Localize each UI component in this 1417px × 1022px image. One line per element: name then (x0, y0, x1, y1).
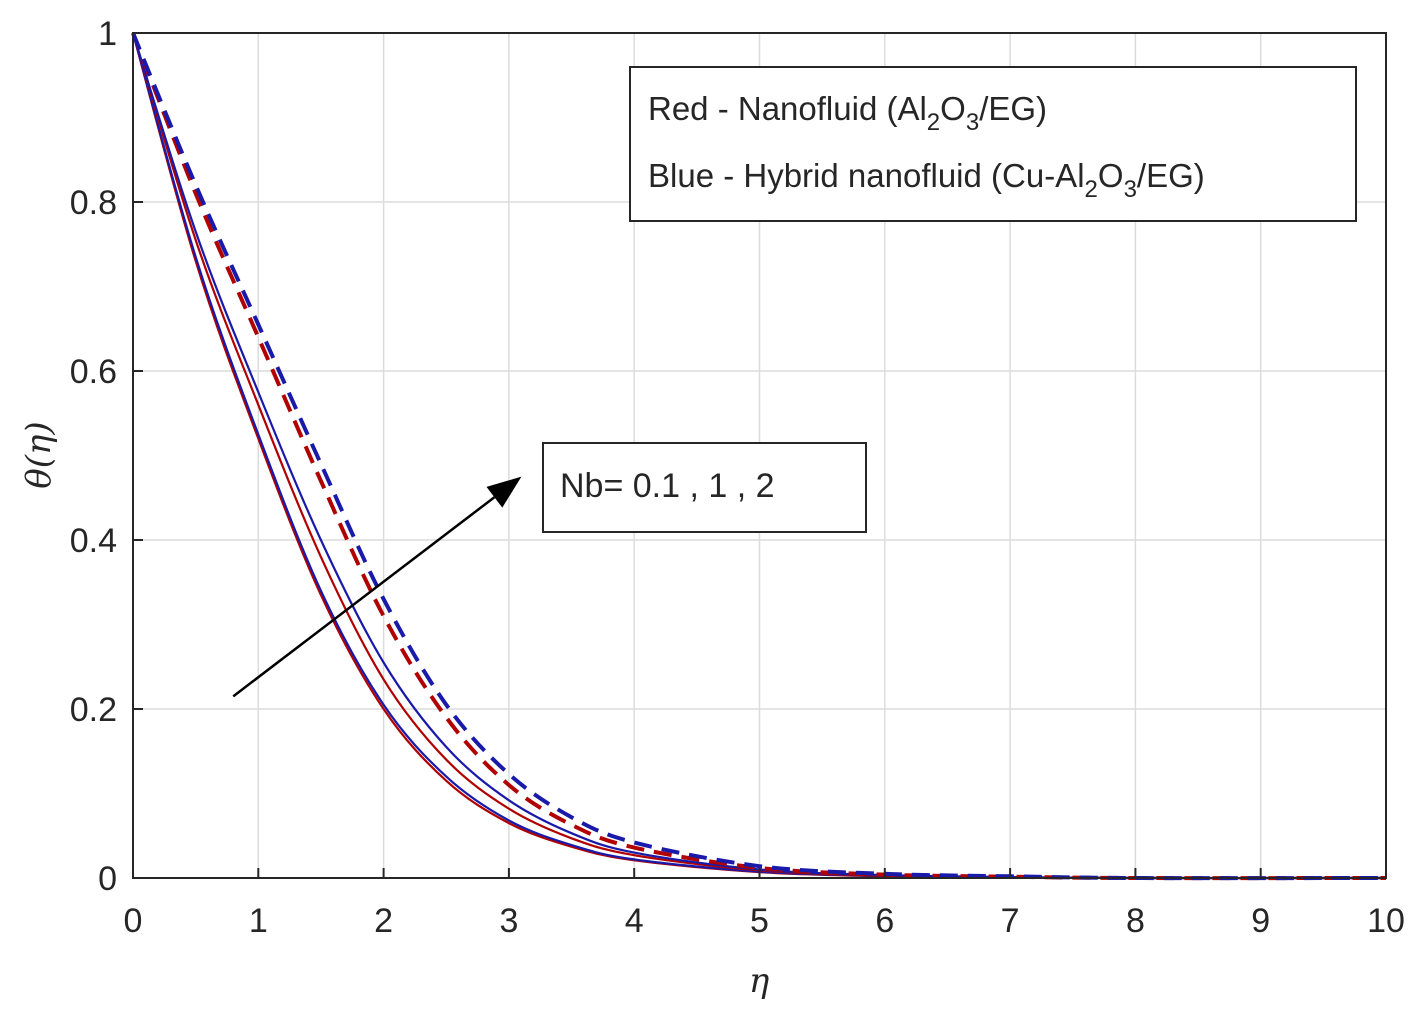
legend-red-sub1: 2 (927, 109, 940, 136)
legend-blue-sub1: 2 (1085, 176, 1098, 203)
series-line-5 (131, 32, 1387, 881)
legend: Red - Nanofluid (Al2O3/EG) Blue - Hybrid… (629, 66, 1357, 222)
x-tick-label-6: 6 (875, 902, 894, 940)
legend-blue-pre: Blue - Hybrid nanofluid (Cu-Al (648, 157, 1085, 194)
legend-blue-sub2: 3 (1124, 176, 1137, 203)
legend-red-mid: O (940, 90, 966, 127)
legend-box (629, 66, 1357, 222)
y-tick-label-4: 0.8 (70, 184, 117, 222)
legend-red-sub2: 3 (966, 109, 979, 136)
legend-entry-blue: Blue - Hybrid nanofluid (Cu-Al2O3/EG) (648, 157, 1205, 203)
legend-blue-post: /EG) (1137, 157, 1205, 194)
y-axis-label: θ(η) (19, 421, 59, 488)
y-tick-label-1: 0.2 (70, 691, 117, 729)
x-tick-label-8: 8 (1126, 902, 1145, 940)
x-tick-label-4: 4 (625, 902, 644, 940)
annotation-arrow (232, 496, 496, 698)
annotation-arrowhead (486, 476, 522, 508)
x-tick-label-3: 3 (499, 902, 518, 940)
x-tick-label-5: 5 (750, 902, 769, 940)
series-line-4 (131, 32, 1387, 881)
x-tick-label-0: 0 (124, 902, 143, 940)
x-tick-label-1: 1 (249, 902, 268, 940)
x-tick-label-9: 9 (1251, 902, 1270, 940)
annotation: Nb= 0.1 , 1 , 2 (232, 442, 867, 698)
legend-blue-mid: O (1098, 157, 1124, 194)
legend-entry-red: Red - Nanofluid (Al2O3/EG) (648, 90, 1047, 136)
legend-red-pre: Red - Nanofluid (Al (648, 90, 927, 127)
annotation-box (542, 442, 867, 533)
annotation-text: Nb= 0.1 , 1 , 2 (560, 467, 775, 505)
y-tick-label-5: 1 (98, 15, 117, 53)
y-tick-label-3: 0.6 (70, 353, 117, 391)
y-tick-label-2: 0.4 (70, 522, 117, 560)
y-tick-label-0: 0 (98, 860, 117, 898)
x-tick-label-10: 10 (1367, 902, 1405, 940)
x-tick-label-7: 7 (1001, 902, 1020, 940)
x-tick-label-2: 2 (374, 902, 393, 940)
legend-red-post: /EG) (979, 90, 1047, 127)
x-axis-label: η (749, 961, 770, 1001)
